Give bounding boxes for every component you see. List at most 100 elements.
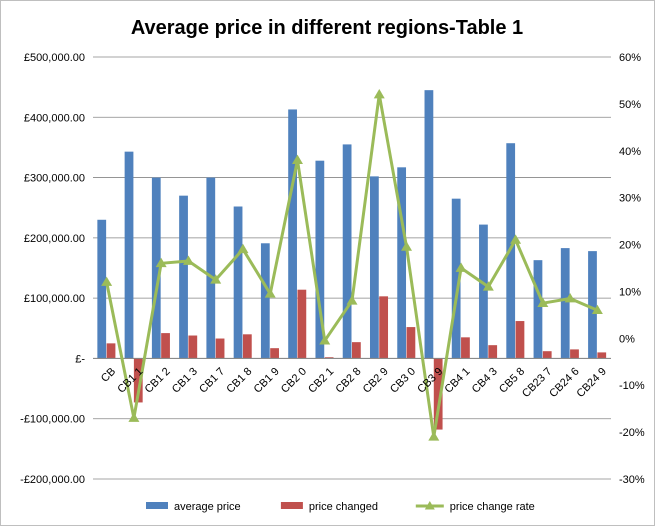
left-axis-ticks: £500,000.00 £400,000.00 £300,000.00 £200,00… xyxy=(20,52,85,486)
right-tick-label: 50% xyxy=(619,99,641,111)
bar-average-price xyxy=(315,160,325,359)
bar-average-price xyxy=(179,195,188,359)
legend-swatch xyxy=(146,502,168,509)
bar-price-changed xyxy=(270,348,279,359)
bar-price-changed xyxy=(106,343,116,359)
bar-average-price xyxy=(97,219,107,359)
bar-average-price xyxy=(288,109,297,359)
bar-average-price xyxy=(151,177,161,359)
gridlines xyxy=(93,56,611,480)
line-marker xyxy=(346,295,358,305)
line-marker xyxy=(319,335,331,345)
bar-price-changed xyxy=(215,338,225,359)
line-marker xyxy=(455,262,467,272)
right-tick-label: -20% xyxy=(619,427,645,439)
left-tick-label: £400,000.00 xyxy=(24,112,85,124)
bar-price-changed xyxy=(597,352,607,359)
bar-average-price xyxy=(588,251,597,359)
chart-title: Average price in different regions-Table… xyxy=(131,17,523,39)
category-label: CB2 1 xyxy=(306,366,336,396)
line-marker xyxy=(291,154,303,165)
right-tick-label: 0% xyxy=(619,333,635,345)
bar-price-changed xyxy=(461,337,470,359)
line-marker xyxy=(510,234,522,244)
line-marker xyxy=(564,292,576,303)
bar-average-price xyxy=(397,167,407,359)
line-marker xyxy=(128,412,140,422)
line-marker xyxy=(482,281,494,291)
category-label: CB1 9 xyxy=(252,366,282,396)
legend-label: price change rate xyxy=(450,501,535,513)
line-marker xyxy=(237,243,249,254)
bar-price-changed xyxy=(188,335,198,359)
rate-line xyxy=(101,89,603,441)
bar-average-price xyxy=(424,90,434,359)
bar-price-changed xyxy=(515,321,525,359)
right-tick-label: 30% xyxy=(619,193,641,205)
left-tick-label: £- xyxy=(75,353,85,365)
line-marker xyxy=(155,257,167,268)
right-tick-label: -30% xyxy=(619,474,645,486)
category-label: CB2 9 xyxy=(361,366,391,396)
left-tick-label: £500,000.00 xyxy=(24,52,85,64)
line-marker xyxy=(428,431,440,441)
bar-price-changed xyxy=(542,351,552,359)
right-axis-ticks: 60% 50% 40% 30% 20% 10% 0% -10% -20% -30% xyxy=(619,52,645,486)
right-tick-label: 40% xyxy=(619,146,641,158)
left-tick-label: -£200,000.00 xyxy=(20,474,85,486)
category-label: CB1 8 xyxy=(224,366,254,396)
bar-price-changed xyxy=(570,349,579,359)
bar-price-changed xyxy=(352,342,361,359)
right-tick-label: 10% xyxy=(619,286,641,298)
bar-average-price xyxy=(342,144,352,359)
right-tick-label: -10% xyxy=(619,380,645,392)
bar-price-changed xyxy=(324,357,334,359)
legend-swatch-marker xyxy=(424,501,435,510)
bar-price-changed xyxy=(488,345,498,359)
bar-price-changed xyxy=(406,327,416,359)
left-tick-label: £300,000.00 xyxy=(24,173,85,185)
legend-label: average price xyxy=(174,501,241,513)
bar-price-changed xyxy=(242,334,252,359)
bar-average-price xyxy=(479,224,488,359)
category-label: CB24 9 xyxy=(574,366,608,400)
left-tick-label: -£100,000.00 xyxy=(20,414,85,426)
right-tick-label: 60% xyxy=(619,52,641,64)
line-marker xyxy=(401,241,413,251)
category-label: CB2 8 xyxy=(333,366,363,396)
category-label: CB xyxy=(99,366,118,385)
line-marker xyxy=(210,274,222,284)
category-label: CB4 1 xyxy=(443,366,473,396)
category-label: CB2 0 xyxy=(279,366,309,396)
category-label: CB4 3 xyxy=(470,366,500,396)
left-tick-label: £100,000.00 xyxy=(24,293,85,305)
bar-average-price xyxy=(560,248,570,359)
bar-average-price xyxy=(369,176,379,359)
bar-price-changed xyxy=(297,289,307,359)
bar-price-changed xyxy=(379,296,389,359)
bar-average-price xyxy=(260,243,270,359)
bar-average-price xyxy=(233,206,243,359)
line-marker xyxy=(264,288,276,298)
category-label: CB3 0 xyxy=(388,366,418,396)
line-marker xyxy=(373,89,385,99)
left-tick-label: £200,000.00 xyxy=(24,233,85,245)
category-label: CB1 7 xyxy=(197,366,227,396)
category-label: CB1 2 xyxy=(143,366,173,396)
category-label: CB1 3 xyxy=(170,366,200,396)
line-marker xyxy=(182,255,194,265)
bar-average-price xyxy=(533,260,543,359)
bar-price-changed xyxy=(161,333,170,359)
legend-swatch xyxy=(280,502,303,509)
bar-average-price xyxy=(206,177,216,359)
legend-label: price changed xyxy=(309,501,378,513)
bar-average-price xyxy=(124,151,134,359)
line-marker xyxy=(537,297,549,308)
bar-price-changed xyxy=(433,358,443,430)
bar-price-changed xyxy=(133,358,143,403)
legend: average price price changed price change r… xyxy=(146,501,535,513)
bar-average-price xyxy=(451,198,461,359)
